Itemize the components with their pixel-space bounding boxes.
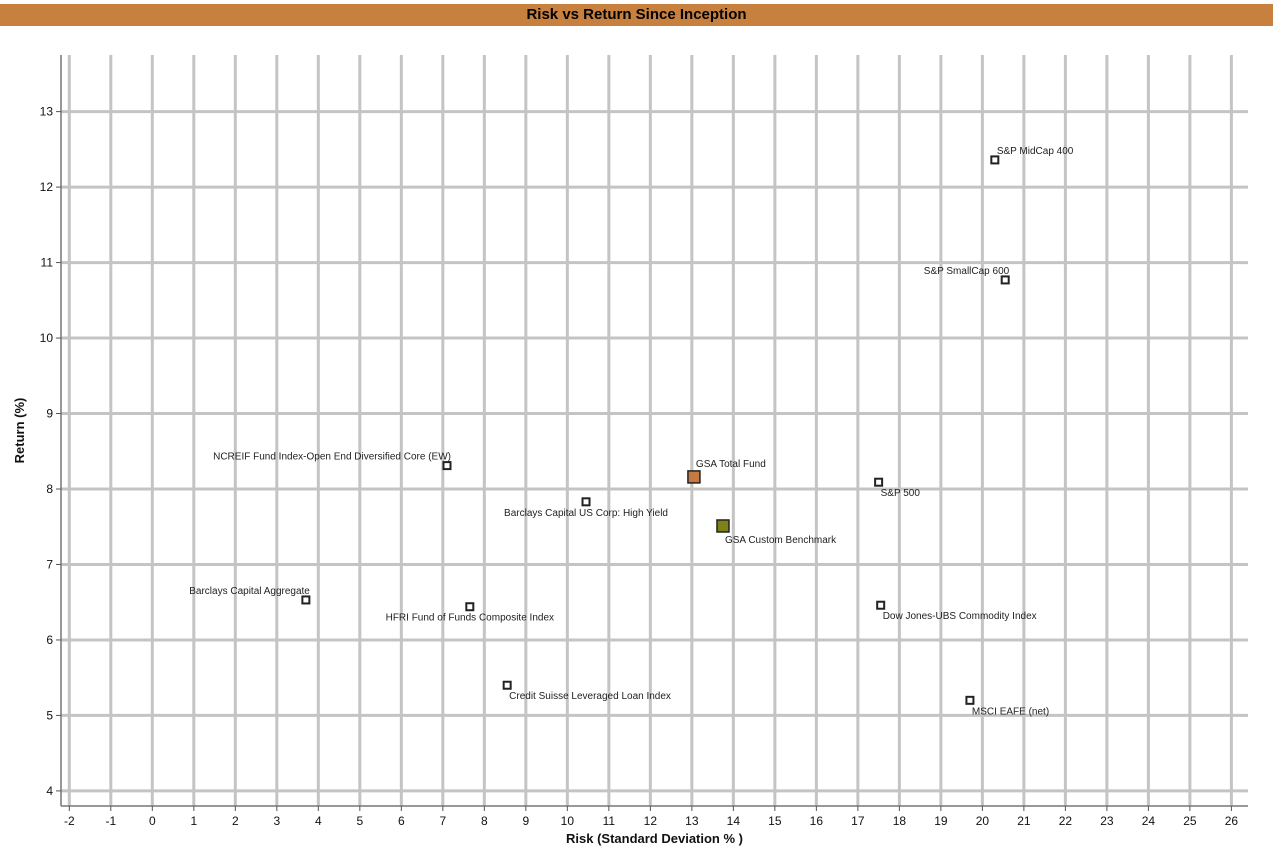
data-point (465, 602, 475, 612)
x-tick-label: 8 (481, 814, 488, 828)
data-point-label: NCREIF Fund Index-Open End Diversified C… (213, 452, 451, 463)
grid (61, 55, 1248, 806)
x-tick-label: 24 (1142, 814, 1156, 828)
x-tick-label: 4 (315, 814, 322, 828)
data-point-label: S&P MidCap 400 (997, 146, 1074, 157)
x-tick-label: 0 (149, 814, 156, 828)
x-tick-label: 9 (522, 814, 529, 828)
data-points: S&P MidCap 400 S&P SmallCap 600 NCREIF Fun… (189, 146, 1074, 717)
y-tick-label: 11 (41, 256, 54, 270)
data-point (502, 680, 512, 690)
y-tick-label: 6 (46, 633, 53, 647)
data-point-label: Barclays Capital US Corp: High Yield (504, 508, 668, 519)
data-point-label: MSCI EAFE (net) (972, 706, 1049, 717)
x-tick-label: 5 (356, 814, 363, 828)
x-tick-label: 20 (976, 814, 990, 828)
y-axis-label: Return (%) (12, 398, 27, 464)
x-axis-label: Risk (Standard Deviation % ) (566, 831, 743, 846)
data-point (301, 595, 311, 605)
chart-title: Risk vs Return Since Inception (0, 4, 1273, 26)
axes (60, 55, 1248, 807)
data-point (581, 497, 591, 507)
x-tick-label: 21 (1017, 814, 1031, 828)
x-tick-label: 2 (232, 814, 239, 828)
data-point-label: GSA Custom Benchmark (725, 535, 837, 546)
x-tick-label: 11 (603, 814, 616, 828)
y-ticks: 4 5 6 7 8 9 10 11 12 13 (40, 105, 61, 798)
x-tick-label: 25 (1183, 814, 1197, 828)
x-tick-label: 6 (398, 814, 405, 828)
x-tick-label: 14 (727, 814, 741, 828)
y-tick-label: 9 (46, 407, 53, 421)
data-point (990, 155, 1000, 165)
data-point (965, 695, 975, 705)
y-tick-label: 7 (46, 557, 53, 571)
data-point-label: S&P 500 (881, 488, 921, 499)
data-point-label: Dow Jones-UBS Commodity Index (883, 611, 1037, 622)
x-tick-label: -2 (64, 814, 75, 828)
x-tick-label: 22 (1059, 814, 1073, 828)
x-tick-label: -1 (105, 814, 116, 828)
data-point-label: S&P SmallCap 600 (924, 266, 1010, 277)
x-tick-label: 15 (768, 814, 782, 828)
data-point-label: Credit Suisse Leveraged Loan Index (509, 691, 671, 702)
data-point (442, 461, 452, 471)
x-tick-label: 13 (685, 814, 699, 828)
y-tick-label: 13 (40, 105, 54, 119)
data-point (876, 600, 886, 610)
x-tick-label: 23 (1100, 814, 1114, 828)
x-tick-label: 10 (561, 814, 575, 828)
x-tick-label: 17 (851, 814, 865, 828)
x-tick-label: 16 (810, 814, 824, 828)
data-point (687, 470, 701, 484)
data-point-label: GSA Total Fund (696, 459, 766, 470)
y-tick-label: 10 (40, 331, 54, 345)
data-point-label: HFRI Fund of Funds Composite Index (386, 613, 554, 624)
y-tick-label: 12 (40, 180, 54, 194)
x-tick-label: 26 (1225, 814, 1239, 828)
data-point (1000, 275, 1010, 285)
x-ticks: -2 -1 0 1 2 3 4 5 6 7 8 9 10 11 12 13 14 15 16 17 18 19 20 21 22… (64, 806, 1238, 828)
data-point (716, 519, 730, 533)
data-point-label: Barclays Capital Aggregate (189, 586, 310, 597)
x-tick-label: 3 (273, 814, 280, 828)
y-tick-label: 5 (46, 708, 53, 722)
y-tick-label: 4 (46, 784, 53, 798)
x-tick-label: 18 (893, 814, 907, 828)
x-tick-label: 7 (439, 814, 446, 828)
x-tick-label: 12 (644, 814, 658, 828)
x-tick-label: 19 (934, 814, 948, 828)
data-point (874, 477, 884, 487)
x-tick-label: 1 (190, 814, 197, 828)
y-tick-label: 8 (46, 482, 53, 496)
